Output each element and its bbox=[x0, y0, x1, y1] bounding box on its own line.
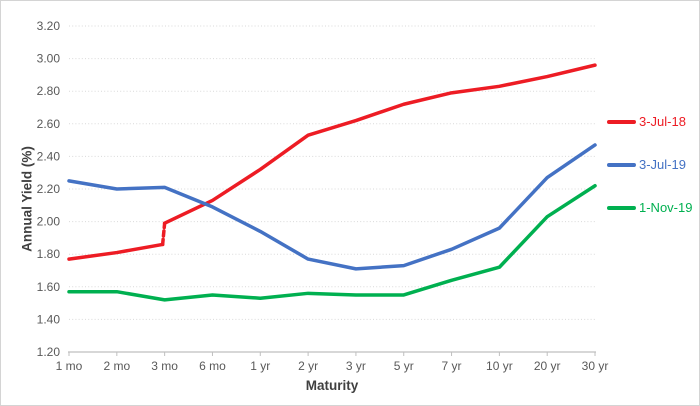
y-tick-label: 1.60 bbox=[37, 280, 61, 294]
x-tick-label: 20 yr bbox=[534, 359, 561, 373]
legend-item-1-nov-19: 1-Nov-19 bbox=[607, 200, 692, 215]
x-tick-label: 30 yr bbox=[582, 359, 609, 373]
y-tick-label: 3.00 bbox=[37, 52, 61, 66]
legend: 3-Jul-18 3-Jul-19 1-Nov-19 bbox=[607, 114, 692, 215]
legend-item-3-jul-18: 3-Jul-18 bbox=[607, 114, 692, 129]
x-tick-label: 5 yr bbox=[394, 359, 414, 373]
x-tick-label: 1 mo bbox=[56, 359, 83, 373]
y-tick-label: 1.40 bbox=[37, 312, 61, 326]
x-tick-label: 2 yr bbox=[298, 359, 318, 373]
x-tick-label: 3 yr bbox=[346, 359, 366, 373]
legend-swatch-line-icon bbox=[607, 162, 636, 167]
series-line-3-Jul-19 bbox=[67, 143, 597, 271]
series-line-3-Jul-18 bbox=[162, 63, 597, 225]
legend-item-3-jul-19: 3-Jul-19 bbox=[607, 157, 692, 172]
legend-label: 3-Jul-19 bbox=[639, 157, 686, 172]
series-break-dashed-3-Jul-18 bbox=[160, 221, 167, 247]
series-line-1-Nov-19 bbox=[67, 183, 597, 302]
y-tick-label: 3.20 bbox=[37, 19, 61, 33]
y-tick-label: 2.40 bbox=[37, 149, 61, 163]
x-tick-label: 3 mo bbox=[151, 359, 178, 373]
x-tick-label: 1 yr bbox=[250, 359, 270, 373]
legend-label: 1-Nov-19 bbox=[639, 200, 693, 215]
legend-swatch-line-icon bbox=[607, 205, 636, 210]
legend-label: 3-Jul-18 bbox=[639, 114, 686, 129]
y-tick-label: 2.60 bbox=[37, 117, 61, 131]
series-line-3-Jul-18-lower bbox=[67, 242, 165, 261]
legend-swatch-line-icon bbox=[607, 119, 636, 124]
x-tick-label: 6 mo bbox=[199, 359, 226, 373]
y-tick-label: 1.80 bbox=[37, 247, 61, 261]
x-tick-label: 2 mo bbox=[103, 359, 130, 373]
y-tick-label: 2.80 bbox=[37, 84, 61, 98]
y-axis-title: Annual Yield (%) bbox=[19, 146, 35, 252]
y-tick-label: 2.00 bbox=[37, 215, 61, 229]
x-tick-label: 7 yr bbox=[442, 359, 462, 373]
x-tick-label: 10 yr bbox=[486, 359, 513, 373]
y-tick-label: 2.20 bbox=[37, 182, 61, 196]
y-tick-label: 1.20 bbox=[37, 345, 61, 359]
x-axis-title: Maturity bbox=[305, 378, 359, 393]
